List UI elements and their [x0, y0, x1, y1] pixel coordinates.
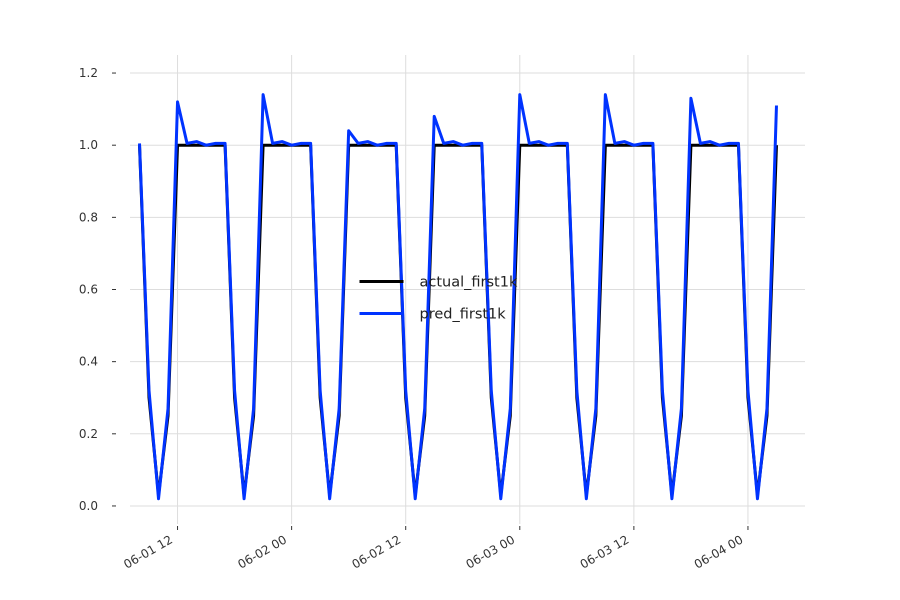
- x-tick-label: 06-03 00: [464, 532, 518, 571]
- y-tick-label: 0.0: [79, 499, 98, 513]
- y-tick-label: 0.4: [79, 355, 98, 369]
- x-tick-label: 06-02 00: [235, 532, 289, 571]
- y-tick-label: 0.8: [79, 210, 98, 224]
- y-tick-label: 1.2: [79, 66, 98, 80]
- x-tick-label: 06-02 12: [349, 532, 403, 571]
- y-tick-label: 0.6: [79, 283, 98, 297]
- legend-label: pred_first1k: [420, 307, 507, 323]
- legend-label: actual_first1k: [420, 275, 518, 291]
- y-tick-label: 0.2: [79, 427, 98, 441]
- y-tick-label: 1.0: [79, 138, 98, 152]
- x-tick-label: 06-04 00: [692, 532, 746, 571]
- x-tick-label: 06-03 12: [578, 532, 632, 571]
- x-tick-label: 06-01 12: [121, 532, 175, 571]
- legend: actual_first1k pred_first1k: [359, 275, 518, 323]
- series-line: [138, 93, 778, 501]
